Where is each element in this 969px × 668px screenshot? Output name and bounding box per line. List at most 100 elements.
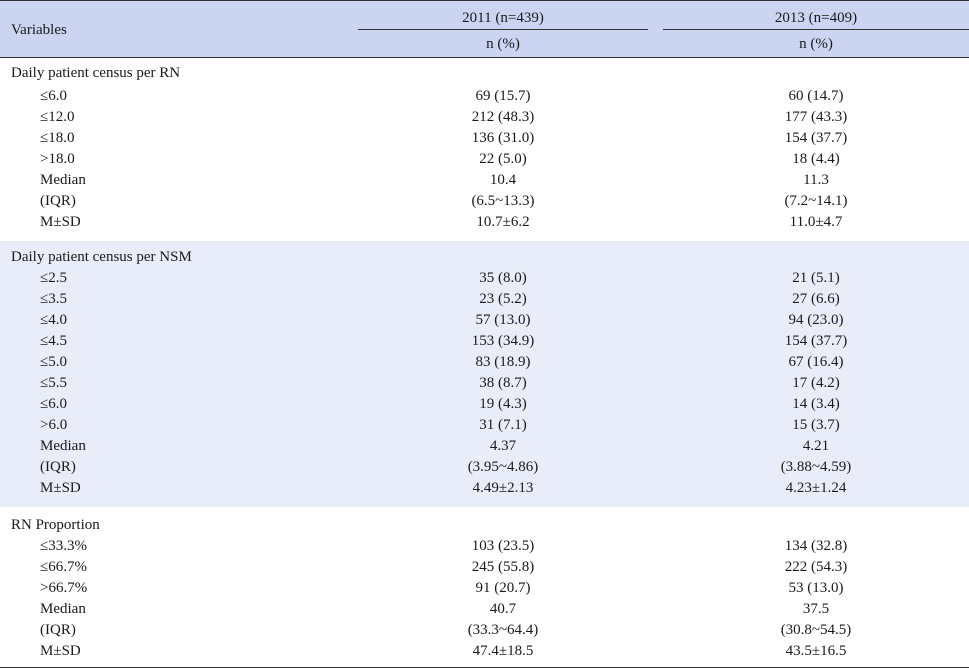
value-2013: 67 (16.4) <box>788 354 844 370</box>
row-label: M±SD <box>40 213 81 230</box>
value-2011: 4.49±2.13 <box>472 480 534 496</box>
table-row: M±SD 47.4±18.5 43.5±16.5 <box>0 641 969 661</box>
row-label: (IQR) <box>40 459 76 475</box>
section-title-row: Daily patient census per NSM <box>0 247 969 267</box>
value-2011: 22 (5.0) <box>479 150 527 167</box>
value-2013: 53 (13.0) <box>788 580 844 596</box>
row-label: ≤18.0 <box>40 129 75 146</box>
header-2013: 2013 (n=409) <box>774 10 858 26</box>
value-2011: 4.37 <box>489 438 517 454</box>
table-row: ≤4.5 153 (34.9) 154 (37.7) <box>0 331 969 351</box>
table-row: (IQR) (33.3~64.4) (30.8~54.5) <box>0 620 969 640</box>
value-2013: (7.2~14.1) <box>784 192 848 209</box>
row-label: M±SD <box>40 480 81 496</box>
value-2013: (3.88~4.59) <box>780 459 852 475</box>
table-row: ≤6.0 19 (4.3) 14 (3.4) <box>0 394 969 414</box>
value-2011: 83 (18.9) <box>475 354 531 370</box>
value-2013: 222 (54.3) <box>784 559 848 575</box>
value-2013: 15 (3.7) <box>792 417 840 433</box>
value-2013: 11.0±4.7 <box>789 213 843 230</box>
value-2011: 31 (7.1) <box>479 417 527 433</box>
table-row: ≤4.0 57 (13.0) 94 (23.0) <box>0 310 969 330</box>
value-2013: 177 (43.3) <box>784 108 848 125</box>
row-label: >18.0 <box>40 150 75 167</box>
section-title: Daily patient census per NSM <box>11 249 192 265</box>
header-rule-2011 <box>358 29 648 30</box>
value-2013: 154 (37.7) <box>784 129 848 146</box>
value-2011: 57 (13.0) <box>475 312 531 328</box>
value-2013: 21 (5.1) <box>792 270 840 286</box>
row-label: ≤12.0 <box>40 108 75 125</box>
header-n-percent-2011: n (%) <box>486 36 520 52</box>
value-2013: 17 (4.2) <box>792 375 840 391</box>
value-2011: 103 (23.5) <box>471 538 535 554</box>
section-title-row: Daily patient census per RN <box>0 63 969 83</box>
table-row: >66.7% 91 (20.7) 53 (13.0) <box>0 578 969 598</box>
table-row: ≤2.5 35 (8.0) 21 (5.1) <box>0 268 969 288</box>
header-n-percent-2013: n (%) <box>799 36 833 52</box>
value-2013: 43.5±16.5 <box>785 643 847 659</box>
value-2013: 4.21 <box>802 438 830 454</box>
row-label: (IQR) <box>40 192 76 209</box>
table-row: M±SD 4.49±2.13 4.23±1.24 <box>0 478 969 498</box>
header-variables: Variables <box>11 22 67 38</box>
table-row: ≤5.5 38 (8.7) 17 (4.2) <box>0 373 969 393</box>
value-2011: 10.7±6.2 <box>476 213 530 230</box>
table-row: ≤18.0 136 (31.0) 154 (37.7) <box>0 128 969 148</box>
row-label: ≤5.5 <box>40 375 67 391</box>
value-2013: 4.23±1.24 <box>785 480 847 496</box>
row-label: ≤33.3% <box>40 538 87 554</box>
table-row: Median 10.4 11.3 <box>0 170 969 190</box>
value-2011: 10.4 <box>489 171 517 188</box>
table-row: M±SD 10.7±6.2 11.0±4.7 <box>0 212 969 232</box>
value-2013: 94 (23.0) <box>788 312 844 328</box>
row-label: ≤6.0 <box>40 396 67 412</box>
row-label: ≤4.5 <box>40 333 67 349</box>
row-label: ≤5.0 <box>40 354 67 370</box>
row-label: Median <box>40 171 86 188</box>
value-2011: 245 (55.8) <box>471 559 535 575</box>
value-2011: 91 (20.7) <box>475 580 531 596</box>
table-row: Median 40.7 37.5 <box>0 599 969 619</box>
value-2011: 47.4±18.5 <box>472 643 534 659</box>
value-2013: (30.8~54.5) <box>780 622 852 638</box>
section-rn-proportion: RN Proportion ≤33.3% 103 (23.5) 134 (32.… <box>0 509 969 667</box>
value-2011: 69 (15.7) <box>475 87 531 104</box>
table-row: ≤12.0 212 (48.3) 177 (43.3) <box>0 107 969 127</box>
section-title: RN Proportion <box>11 517 100 533</box>
table-row: ≤33.3% 103 (23.5) 134 (32.8) <box>0 536 969 556</box>
section-census-per-nsm: Daily patient census per NSM ≤2.5 35 (8.… <box>0 241 969 507</box>
table-row: ≤6.0 69 (15.7) 60 (14.7) <box>0 86 969 106</box>
row-label: (IQR) <box>40 622 76 638</box>
value-2011: 19 (4.3) <box>479 396 527 412</box>
table-header: Variables 2011 (n=439) 2013 (n=409) n (%… <box>0 1 969 58</box>
value-2013: 134 (32.8) <box>784 538 848 554</box>
header-rule-2013 <box>663 29 969 30</box>
value-2013: 14 (3.4) <box>792 396 840 412</box>
value-2013: 154 (37.7) <box>784 333 848 349</box>
value-2013: 60 (14.7) <box>788 87 844 104</box>
value-2013: 11.3 <box>803 171 829 188</box>
value-2011: 23 (5.2) <box>479 291 527 307</box>
row-label: ≤3.5 <box>40 291 67 307</box>
table-row: >6.0 31 (7.1) 15 (3.7) <box>0 415 969 435</box>
value-2013: 27 (6.6) <box>792 291 840 307</box>
table-row: (IQR) (6.5~13.3) (7.2~14.1) <box>0 191 969 211</box>
row-label: ≤66.7% <box>40 559 87 575</box>
value-2011: (6.5~13.3) <box>471 192 535 209</box>
header-2011: 2011 (n=439) <box>462 10 544 26</box>
value-2011: 136 (31.0) <box>471 129 535 146</box>
row-label: >66.7% <box>40 580 88 596</box>
row-label: ≤2.5 <box>40 270 67 286</box>
table-row: ≤66.7% 245 (55.8) 222 (54.3) <box>0 557 969 577</box>
row-label: M±SD <box>40 643 81 659</box>
section-title: Daily patient census per RN <box>11 65 181 81</box>
value-2011: 38 (8.7) <box>479 375 527 391</box>
value-2011: 35 (8.0) <box>479 270 527 286</box>
row-label: Median <box>40 601 86 617</box>
row-label: ≤4.0 <box>40 312 67 328</box>
table-row: ≤3.5 23 (5.2) 27 (6.6) <box>0 289 969 309</box>
value-2013: 18 (4.4) <box>792 150 840 167</box>
value-2011: 153 (34.9) <box>471 333 535 349</box>
